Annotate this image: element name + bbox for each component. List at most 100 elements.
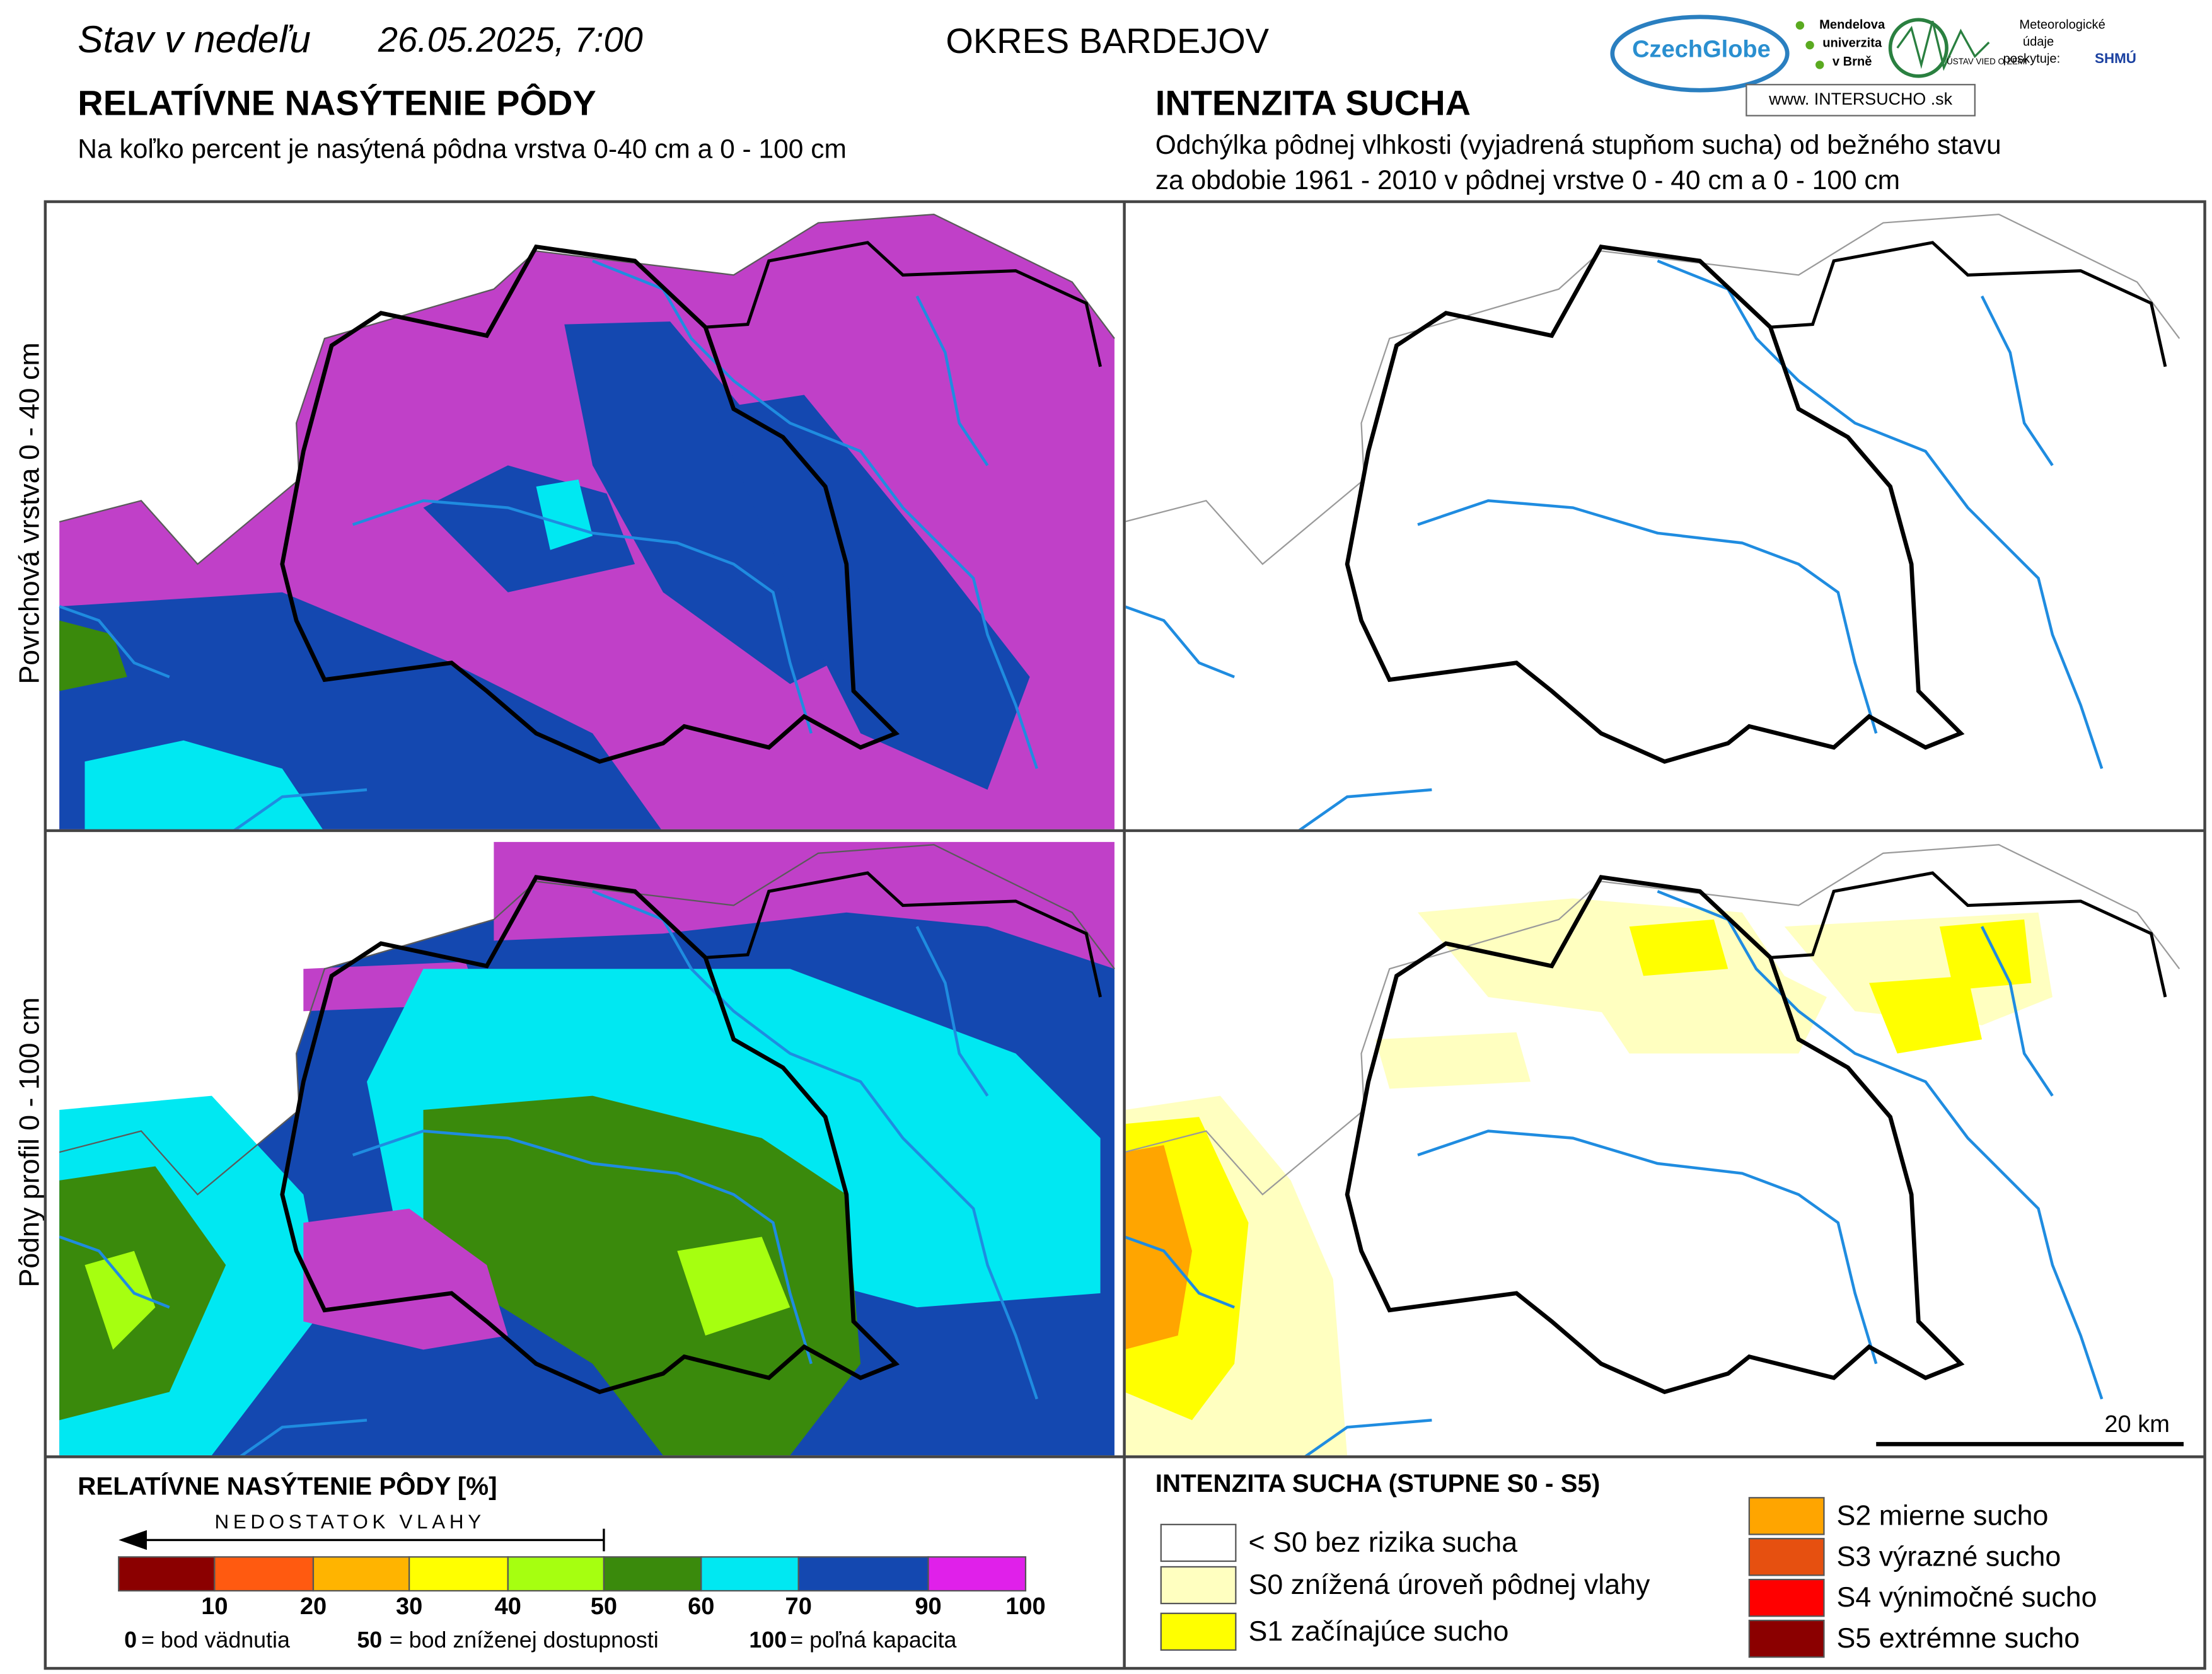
- legend-swatch: [1160, 1523, 1237, 1562]
- date: 26.05.2025, 7:00: [378, 20, 643, 59]
- color-class: [603, 1556, 702, 1592]
- legend-label: S3 výrazné sucho: [1837, 1540, 2061, 1572]
- ustav: ÚSTAV VIED O ZEMI: [1947, 57, 2027, 66]
- soil-area: [59, 620, 127, 691]
- note-key: 100: [749, 1627, 787, 1653]
- color-class: [312, 1556, 410, 1592]
- legend-swatch: [1748, 1538, 1825, 1576]
- river: [915, 295, 989, 466]
- river: [59, 1235, 170, 1309]
- district-border: [280, 244, 900, 764]
- color-class: [927, 1556, 1027, 1592]
- date-prefix: Stav v nedeľu: [78, 18, 311, 61]
- legend-title: RELATÍVNE NASÝTENIE PÔDY [%]: [78, 1471, 497, 1500]
- color-class: [507, 1556, 605, 1592]
- note-text: = poľná kapacita: [790, 1627, 956, 1653]
- river: [239, 1419, 368, 1456]
- right-subtitle: Odchýlka pôdnej vlhkosti (vyjadrená stup…: [1155, 130, 2001, 160]
- right-subtitle: za obdobie 1961 - 2010 v pôdnej vrstve 0…: [1155, 166, 1900, 195]
- neighbour-border: [1770, 871, 2167, 998]
- map-panel: [1125, 213, 2180, 829]
- legend-swatch: [1160, 1612, 1237, 1651]
- tick-label: 60: [688, 1593, 714, 1620]
- legend-swatch: [1160, 1566, 1237, 1605]
- note-key: 50: [357, 1627, 382, 1653]
- soil-area: [677, 1237, 790, 1336]
- legend-label: S5 extrémne sucho: [1837, 1622, 2080, 1654]
- soil-area: [84, 1250, 156, 1350]
- district-border: [1345, 875, 1965, 1395]
- color-class: [214, 1556, 315, 1592]
- legend-label: S2 mierne sucho: [1837, 1499, 2049, 1531]
- legend-label: S4 výnimočné sucho: [1837, 1581, 2097, 1613]
- legend-label: S1 začínajúce sucho: [1248, 1615, 1508, 1647]
- left-subtitle: Na koľko percent je nasýtená pôdna vrstv…: [78, 135, 847, 165]
- border: [1125, 844, 2180, 1196]
- mendelu-dot: [1805, 40, 1814, 50]
- river: [1298, 788, 1432, 829]
- intersucho: www. INTERSUCHO .sk: [1768, 89, 1952, 108]
- note-key: 0: [124, 1627, 137, 1653]
- district-border: [1345, 244, 1965, 764]
- drought-area: [1573, 954, 1827, 1054]
- tick-label: 90: [915, 1593, 941, 1620]
- drought-area: [1939, 919, 2032, 990]
- legend-label: S0 znížená úroveň pôdnej vlahy: [1248, 1569, 1650, 1600]
- district-border: [280, 875, 900, 1395]
- river: [1304, 1419, 1432, 1456]
- note-text: = bod zníženej dostupnosti: [390, 1627, 659, 1653]
- tick-label: 70: [785, 1593, 812, 1620]
- ustav-ring: [1888, 18, 1949, 78]
- soil-area: [303, 1208, 508, 1350]
- river: [1981, 926, 2054, 1097]
- river: [1657, 259, 2104, 770]
- shmu: SHMÚ: [2095, 50, 2136, 66]
- color-class: [118, 1556, 216, 1592]
- tick-label: 10: [201, 1593, 228, 1620]
- river: [59, 605, 170, 679]
- tick-label: 50: [591, 1593, 617, 1620]
- map-panel: [1125, 844, 2180, 1456]
- note-text: = bod vädnutia: [141, 1627, 290, 1653]
- neighbour-border: [1770, 241, 2167, 367]
- tick-label: 30: [396, 1593, 422, 1620]
- drought-area: [1869, 976, 1983, 1054]
- right-title: INTENZITA SUCHA: [1155, 83, 1471, 123]
- row-label: Pôdny profil 0 - 100 cm: [13, 997, 45, 1287]
- legend-swatch: [1748, 1497, 1825, 1535]
- soil-area: [536, 479, 593, 550]
- tick-label: 40: [495, 1593, 521, 1620]
- meteo: údaje: [2023, 35, 2054, 49]
- river: [1417, 1129, 1878, 1365]
- left-title: RELATÍVNE NASÝTENIE PÔDY: [78, 83, 596, 123]
- river: [1125, 605, 1235, 679]
- legend-right: INTENZITA SUCHA (STUPNE S0 - S5) < S0 be…: [1155, 1469, 2097, 1658]
- czechglobe: CzechGlobe: [1632, 37, 1771, 63]
- ustav-wave: [1896, 21, 1990, 71]
- mendelu: Mendelova: [1819, 18, 1885, 32]
- river: [1417, 499, 1878, 734]
- river: [915, 926, 989, 1097]
- map-panel: [59, 213, 1115, 829]
- arrow-label: NEDOSTATOK VLAHY: [215, 1511, 485, 1533]
- meteo: poskytuje:: [2003, 52, 2061, 66]
- river: [592, 890, 1038, 1400]
- drought-area: [1629, 919, 1728, 976]
- scale-bar-label: 20 km: [2104, 1411, 2170, 1438]
- neighbour-border: [705, 241, 1102, 367]
- color-class: [408, 1556, 509, 1592]
- soil-area: [423, 1095, 861, 1456]
- intersucho-box: [1746, 84, 1976, 117]
- color-class: [700, 1556, 799, 1592]
- meteo: Meteorologické: [2019, 18, 2105, 32]
- mendelu-dot: [1815, 61, 1824, 69]
- border: [59, 844, 1115, 1196]
- panels: [59, 213, 2180, 1456]
- czechglobe-ring: [1610, 14, 1790, 93]
- legend-left: RELATÍVNE NASÝTENIE PÔDY [%] NEDOSTATOK …: [78, 1471, 1045, 1653]
- river: [592, 259, 1038, 770]
- arrow-head: [119, 1530, 147, 1550]
- drought-area: [1375, 1032, 1531, 1089]
